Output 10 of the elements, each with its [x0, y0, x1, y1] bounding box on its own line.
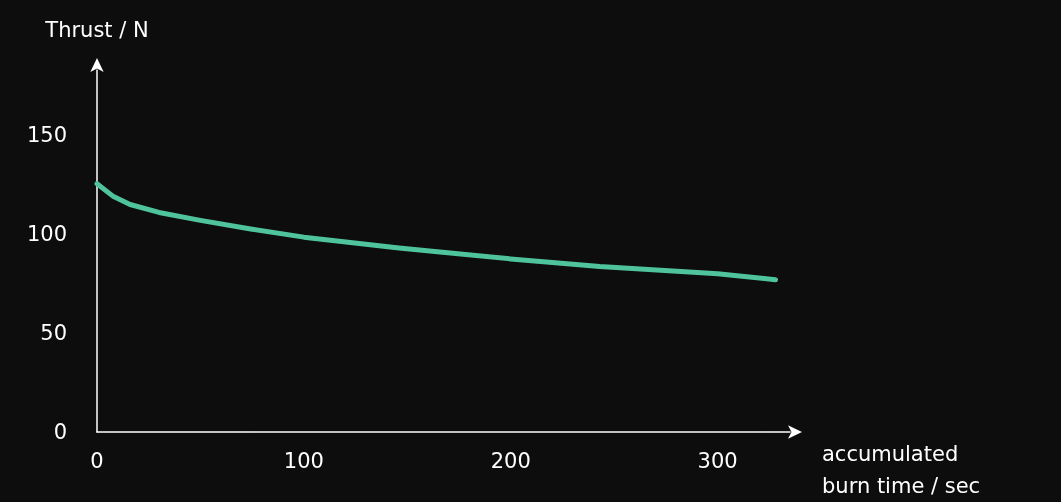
- x-axis-title: accumulated burn time / sec: [822, 442, 981, 498]
- y-tick-label: 150: [26, 123, 67, 148]
- y-tick-label: 0: [53, 420, 67, 444]
- x-tick-label: 300: [697, 448, 738, 473]
- x-tick-label: 0: [90, 448, 104, 473]
- y-tick-label: 100: [26, 222, 67, 247]
- x-tick-label: 100: [283, 448, 324, 473]
- y-tick-label: 50: [40, 321, 67, 346]
- y-axis-title: Thrust / N: [44, 17, 149, 42]
- x-tick-label: 200: [490, 448, 531, 473]
